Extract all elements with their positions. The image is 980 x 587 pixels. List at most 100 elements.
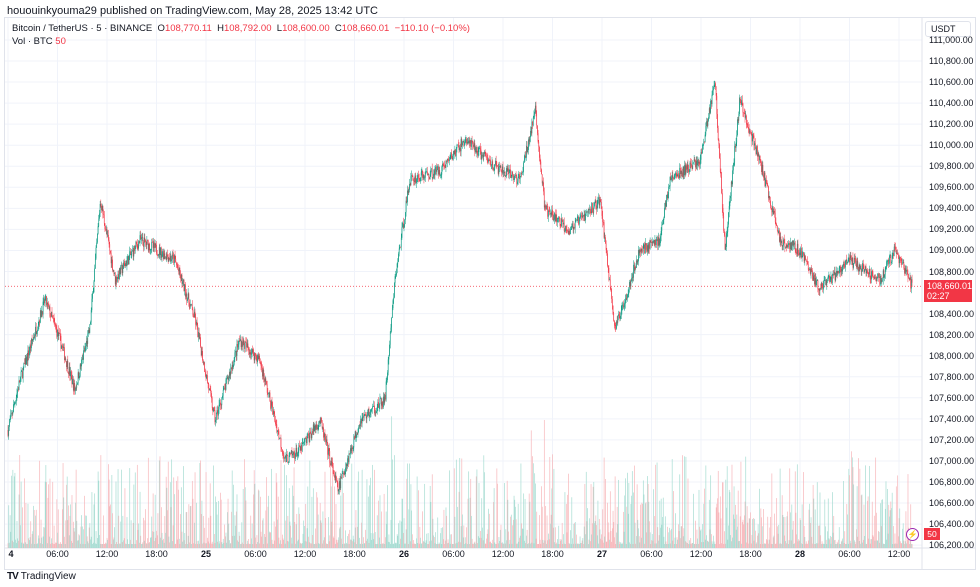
volume-bar: [442, 527, 443, 548]
candle-body: [815, 278, 817, 286]
candle-body: [603, 222, 605, 238]
volume-bar: [352, 535, 354, 548]
volume-bar: [729, 492, 731, 548]
candle-body: [334, 475, 335, 478]
volume-bar: [432, 518, 434, 548]
candle-body: [217, 410, 219, 416]
volume-bar: [318, 543, 320, 548]
volume-bar: [173, 477, 175, 548]
candle-body: [272, 405, 274, 415]
volume-bar: [45, 465, 47, 548]
volume-bar: [826, 543, 828, 548]
volume-bar: [846, 503, 848, 548]
volume-bar: [224, 536, 226, 548]
candle-body: [381, 402, 383, 406]
candle-body: [85, 345, 87, 348]
candle-body: [443, 165, 445, 166]
volume-bar: [818, 525, 820, 548]
volume-label[interactable]: Vol · BTC: [12, 36, 53, 47]
symbol-label[interactable]: Bitcoin / TetherUS · 5 · BINANCE: [12, 23, 153, 34]
candle-body: [610, 287, 612, 289]
volume-bar: [411, 510, 412, 548]
volume-bar: [869, 465, 870, 548]
candle-body: [875, 277, 877, 282]
volume-bar: [216, 502, 217, 548]
volume-bar: [890, 501, 892, 548]
candle-body: [586, 211, 588, 213]
candle-body: [574, 227, 575, 229]
candle-body: [303, 442, 305, 443]
candle-body: [482, 154, 483, 156]
candle-body: [203, 362, 205, 364]
volume-bar: [768, 543, 769, 548]
candle-body: [736, 135, 738, 143]
candle-body: [409, 183, 411, 186]
candle-body: [885, 267, 887, 270]
candle-body: [632, 277, 634, 278]
candle-body: [209, 388, 210, 391]
candle-body: [779, 236, 781, 242]
candle-body: [431, 168, 433, 178]
volume-bar: [537, 543, 539, 548]
candle-body: [45, 296, 47, 299]
candle-body: [651, 242, 653, 244]
lightning-icon[interactable]: ⚡: [906, 528, 919, 541]
volume-bar: [53, 543, 54, 548]
volume-bar: [119, 543, 121, 548]
candle-body: [622, 304, 623, 306]
volume-bar: [878, 530, 879, 548]
volume-bar: [460, 526, 462, 548]
volume-bar: [459, 457, 461, 548]
volume-bar: [464, 537, 466, 548]
volume-bar: [295, 543, 296, 548]
candle-body: [37, 329, 38, 332]
candle-body: [275, 420, 276, 425]
volume-bar: [900, 543, 902, 548]
volume-bar: [660, 498, 662, 548]
volume-bar: [321, 522, 322, 548]
candle-body: [727, 224, 729, 232]
candle-body: [832, 274, 834, 276]
candle-body: [303, 442, 304, 444]
candle-body: [24, 363, 25, 365]
candle-body: [233, 357, 235, 365]
candle-body: [814, 274, 815, 285]
candle-body: [654, 239, 656, 245]
volume-bar: [579, 543, 580, 548]
volume-bar: [687, 478, 689, 548]
currency-button[interactable]: USDT: [925, 21, 971, 37]
volume-bar: [24, 542, 26, 548]
volume-bar: [568, 542, 570, 548]
volume-bar: [339, 526, 341, 548]
volume-bar: [438, 542, 440, 548]
volume-bar: [508, 543, 510, 548]
volume-bar: [197, 543, 199, 548]
volume-bar: [55, 542, 57, 548]
candle-body: [754, 143, 755, 146]
volume-bar: [29, 537, 31, 548]
candle-body: [606, 249, 608, 254]
volume-bar: [71, 495, 73, 548]
candle-body: [400, 247, 401, 248]
candle-body: [158, 247, 160, 255]
volume-bar: [499, 540, 500, 548]
volume-bar: [848, 468, 850, 548]
volume-bar: [226, 542, 228, 548]
candle-body: [152, 242, 154, 248]
candle-body: [591, 203, 593, 214]
candle-body: [468, 140, 469, 143]
volume-bar: [451, 534, 452, 548]
candle-body: [369, 412, 371, 415]
volume-bar: [712, 543, 714, 548]
tradingview-logo[interactable]: TV TradingView: [7, 571, 76, 582]
volume-bar: [858, 458, 859, 548]
candle-body: [496, 165, 498, 166]
candle-body: [599, 199, 601, 206]
candle-body: [234, 352, 236, 358]
candle-body: [658, 237, 659, 246]
candle-body: [59, 333, 61, 336]
candle-body: [61, 345, 62, 349]
candle-body: [30, 345, 32, 349]
volume-bar: [653, 516, 655, 548]
